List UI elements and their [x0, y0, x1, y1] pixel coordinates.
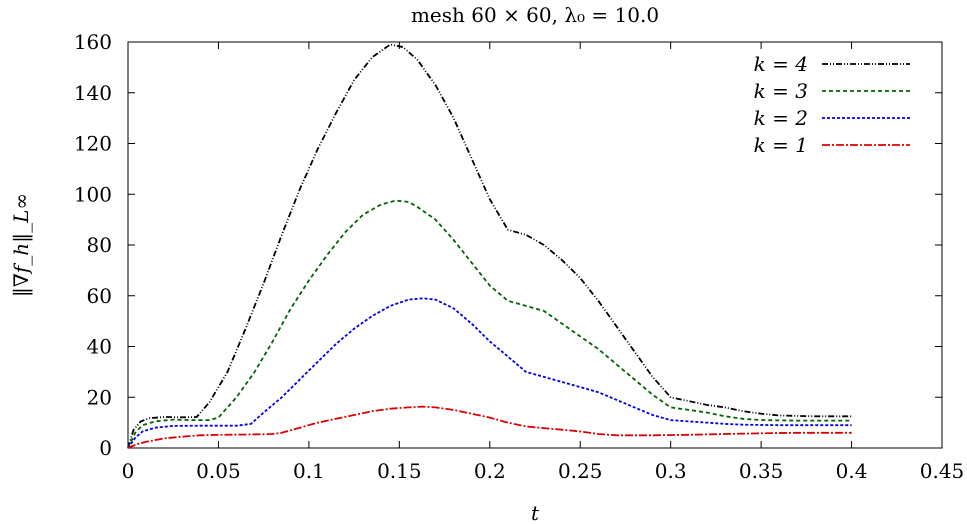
series-lines [127, 43, 852, 449]
y-tick-label: 80 [87, 233, 112, 257]
legend-label: k = 3 [754, 79, 808, 103]
y-tick-label: 100 [74, 182, 112, 206]
x-tick-label: 0.05 [196, 459, 241, 483]
x-tick-label: 0.25 [558, 459, 603, 483]
y-tick-label: 140 [74, 81, 112, 105]
series-line-k3 [127, 199, 852, 449]
x-tick-label: 0.15 [377, 459, 422, 483]
y-axis: 0 20 40 60 80 100 120 140 160 [74, 30, 942, 460]
y-tick-label: 160 [74, 30, 112, 54]
x-tick-label: 0.45 [920, 459, 965, 483]
x-tick-label: 0.3 [655, 459, 687, 483]
y-tick-label: 120 [74, 132, 112, 156]
legend-label: k = 1 [754, 133, 808, 157]
x-tick-label: 0.2 [474, 459, 506, 483]
legend-label: k = 4 [754, 52, 808, 76]
chart-title: mesh 60 × 60, λ₀ = 10.0 [411, 3, 659, 27]
x-axis: 0 0.05 0.1 0.15 0.2 0.25 0.3 0.35 0.4 0.45 [122, 42, 965, 483]
series-line-k2 [127, 297, 852, 449]
plot-frame [127, 41, 943, 449]
legend-label: k = 2 [754, 106, 808, 130]
series-line-k4 [127, 43, 852, 449]
x-tick-label: 0 [122, 459, 135, 483]
y-tick-label: 40 [87, 335, 112, 359]
y-tick-label: 0 [99, 436, 112, 460]
x-tick-label: 0.4 [836, 459, 868, 483]
y-tick-label: 20 [87, 385, 112, 409]
y-axis-label: ‖∇f_h‖_L∞ [9, 193, 34, 297]
y-tick-label: 60 [87, 284, 112, 308]
series-line-k1 [127, 405, 852, 449]
x-tick-label: 0.1 [293, 459, 325, 483]
x-tick-label: 0.35 [739, 459, 784, 483]
legend: k = 4 k = 3 k = 2 k = 1 [754, 52, 910, 157]
x-axis-label: t [531, 501, 540, 524]
